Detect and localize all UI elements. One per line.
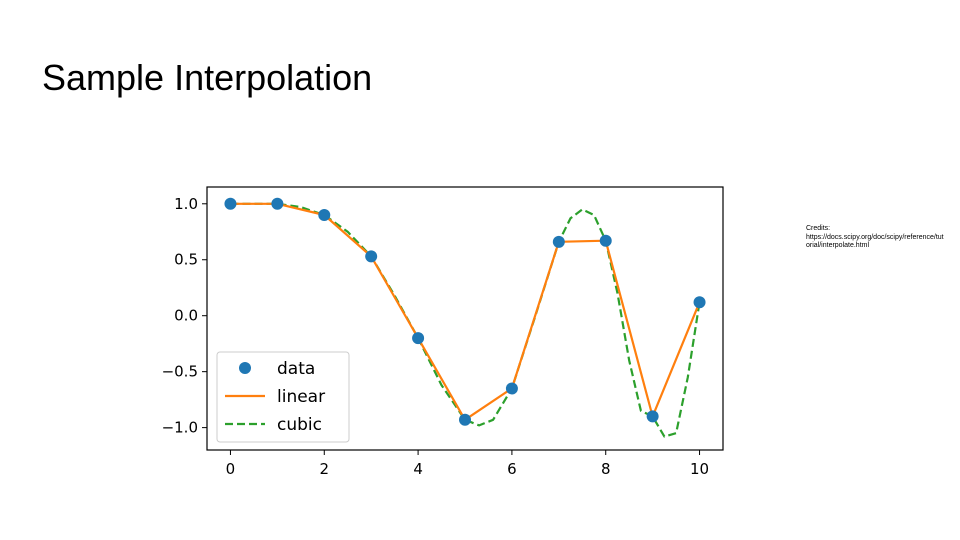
data-point <box>599 234 612 247</box>
y-tick-label: 1.0 <box>174 195 198 213</box>
x-tick-label: 6 <box>507 460 517 478</box>
credits-url: https://docs.scipy.org/doc/scipy/referen… <box>806 233 944 250</box>
plot-layer <box>224 197 706 438</box>
x-tick-label: 4 <box>413 460 423 478</box>
slide-title: Sample Interpolation <box>42 57 373 98</box>
axes-frame <box>206 186 724 451</box>
legend-box <box>216 351 350 443</box>
data-point <box>365 250 378 263</box>
data-point <box>271 197 284 210</box>
y-tick-label: −0.5 <box>162 363 198 381</box>
data-point <box>552 235 565 248</box>
credits: Credits: https://docs.scipy.org/doc/scip… <box>806 225 946 251</box>
data-point <box>318 208 331 221</box>
data-point <box>459 413 471 426</box>
y-tick-label: −1.0 <box>162 419 198 437</box>
x-tick-label: 8 <box>601 460 611 478</box>
y-tick-label: 0.0 <box>174 307 198 325</box>
data-point <box>412 332 425 345</box>
data-point <box>505 382 518 395</box>
x-tick-label: 2 <box>319 460 329 478</box>
legend-label-data: data <box>277 359 315 379</box>
x-tick-label: 0 <box>226 460 236 478</box>
x-tick-label: 10 <box>690 460 709 478</box>
legend-label-linear: linear <box>277 387 325 407</box>
legend-marker-data <box>239 362 251 374</box>
legend: data linear cubic <box>216 351 350 443</box>
data-point <box>693 296 706 309</box>
legend-label-cubic: cubic <box>277 415 322 435</box>
axes-layer: 0 2 4 6 8 10 1.0 0.5 0.0 −0.5 −1.0 <box>162 186 724 478</box>
data-point <box>224 197 237 210</box>
y-tick-label: 0.5 <box>174 251 198 269</box>
data-point <box>646 410 659 423</box>
interpolation-chart: 0 2 4 6 8 10 1.0 0.5 0.0 −0.5 −1.0 data linear cubic <box>162 186 724 478</box>
credits-heading: Credits: <box>806 225 831 232</box>
